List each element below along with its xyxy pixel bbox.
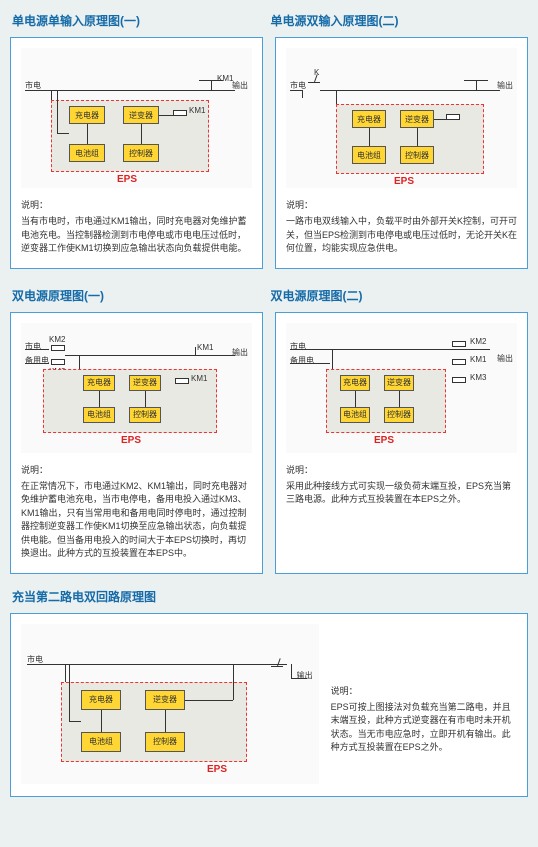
diagram-d5: 市电 输出 充电器 逆变器 电池组 控制器: [21, 624, 319, 784]
eps-text: EPS: [374, 435, 394, 446]
row-1: 市电 KM1 输出 充电器 逆变器 KM1 电池组 控制器 EPS 说明： 当有…: [10, 37, 528, 269]
lbl-km2: KM2: [49, 335, 65, 344]
desc-d3: 在正常情况下，市电通过KM2、KM1输出，同时充电器对免维护蓄电池充电，当市电停…: [21, 480, 252, 561]
heading-d2: 单电源双输入原理图(二): [271, 12, 399, 29]
lbl-output: 输出: [232, 80, 248, 91]
diagram-d2: 市电 K 输出 充电器 逆变器 电池组 控制器 EPS: [286, 48, 517, 188]
lbl-km1b: KM1: [191, 374, 207, 383]
desc-d2: 一路市电双线输入中，负载平时由外部开关K控制，可开可关，但当EPS检测到市电停电…: [286, 215, 517, 256]
diagram-d3: 市电 备用电 KM2 KM3 KM1 输出 充电器 逆变器 KM1 电池组 控制…: [21, 323, 252, 453]
km3: [51, 359, 65, 365]
switch-out: [271, 660, 283, 672]
lbl-km2: KM2: [470, 337, 486, 346]
blk-controller: 控制器: [400, 146, 434, 164]
blk-battery: 电池组: [69, 144, 105, 162]
switch-k: [308, 76, 320, 88]
blk-controller: 控制器: [145, 732, 185, 752]
heading-d3: 双电源原理图(一): [12, 287, 266, 304]
heading-d5: 充当第二路电双回路原理图: [12, 588, 528, 605]
km2: [452, 341, 466, 347]
km3: [452, 377, 466, 383]
blk-controller: 控制器: [123, 144, 159, 162]
blk-charger: 充电器: [69, 106, 105, 124]
eps-text: EPS: [207, 764, 227, 775]
blk-battery: 电池组: [340, 407, 370, 423]
desc-d5: EPS可按上图接法对负载充当第二路电，并且末端互投，此种方式逆变器在有市电时未开…: [331, 701, 517, 755]
lbl-beiyong: 备用电: [290, 355, 314, 366]
km1-sw: [175, 378, 189, 384]
card-d4: 市电 备用电 KM2 KM1 KM3 输出 充电器 逆变器 电池组 控制器 EP…: [275, 312, 528, 574]
row-3: 市电 输出 充电器 逆变器 电池组 控制器: [10, 613, 528, 797]
lbl-km3: KM3: [470, 373, 486, 382]
desc-h-d1: 说明：: [21, 198, 252, 211]
eps-text: EPS: [117, 174, 137, 185]
lbl-beiyong: 备用电: [25, 355, 49, 366]
lbl-km1-top: KM1: [217, 74, 233, 83]
desc-d1: 当有市电时，市电通过KM1输出，同时充电器对免维护蓄电池充电。当控制器检测到市电…: [21, 215, 252, 256]
blk-charger: 充电器: [340, 375, 370, 391]
lbl-output: 输出: [497, 353, 513, 364]
card-d3: 市电 备用电 KM2 KM3 KM1 输出 充电器 逆变器 KM1 电池组 控制…: [10, 312, 263, 574]
heading-d1: 单电源单输入原理图(一): [12, 12, 266, 29]
diagram-d1: 市电 KM1 输出 充电器 逆变器 KM1 电池组 控制器 EPS: [21, 48, 252, 188]
lbl-km1: KM1: [189, 106, 205, 115]
lbl-km1: KM1: [470, 355, 486, 364]
blk-battery: 电池组: [81, 732, 121, 752]
lbl-shidian: 市电: [290, 341, 306, 352]
lbl-output: 输出: [232, 347, 248, 358]
blk-controller: 控制器: [384, 407, 414, 423]
eps-text: EPS: [394, 176, 414, 187]
eps-text: EPS: [121, 435, 141, 446]
diagram-d4: 市电 备用电 KM2 KM1 KM3 输出 充电器 逆变器 电池组 控制器 EP…: [286, 323, 517, 453]
lbl-output: 输出: [297, 670, 313, 681]
blk-inverter: 逆变器: [384, 375, 414, 391]
lbl-output: 输出: [497, 80, 513, 91]
row-2: 市电 备用电 KM2 KM3 KM1 输出 充电器 逆变器 KM1 电池组 控制…: [10, 312, 528, 574]
blk-battery: 电池组: [83, 407, 115, 423]
desc-h-d4: 说明：: [286, 463, 517, 476]
lbl-shidian: 市电: [25, 341, 41, 352]
card-d5: 市电 输出 充电器 逆变器 电池组 控制器: [10, 613, 528, 797]
card-d2: 市电 K 输出 充电器 逆变器 电池组 控制器 EPS 说明： 一路市电双线输入…: [275, 37, 528, 269]
km1-switch: [173, 110, 187, 116]
km1-switch: [446, 114, 460, 120]
km1: [452, 359, 466, 365]
blk-charger: 充电器: [83, 375, 115, 391]
blk-charger: 充电器: [352, 110, 386, 128]
lbl-km1: KM1: [197, 343, 213, 352]
blk-inverter: 逆变器: [129, 375, 161, 391]
desc-h-d5: 说明：: [331, 684, 517, 697]
heading-d4: 双电源原理图(二): [271, 287, 363, 304]
blk-inverter: 逆变器: [123, 106, 159, 124]
blk-inverter: 逆变器: [145, 690, 185, 710]
blk-inverter: 逆变器: [400, 110, 434, 128]
km2: [51, 345, 65, 351]
desc-h-d2: 说明：: [286, 198, 517, 211]
blk-charger: 充电器: [81, 690, 121, 710]
desc-h-d3: 说明：: [21, 463, 252, 476]
card-d1: 市电 KM1 输出 充电器 逆变器 KM1 电池组 控制器 EPS 说明： 当有…: [10, 37, 263, 269]
desc-d4: 采用此种接线方式可实现一级负荷末端互投，EPS充当第三路电源。此种方式互投装置在…: [286, 480, 517, 507]
blk-battery: 电池组: [352, 146, 386, 164]
blk-controller: 控制器: [129, 407, 161, 423]
